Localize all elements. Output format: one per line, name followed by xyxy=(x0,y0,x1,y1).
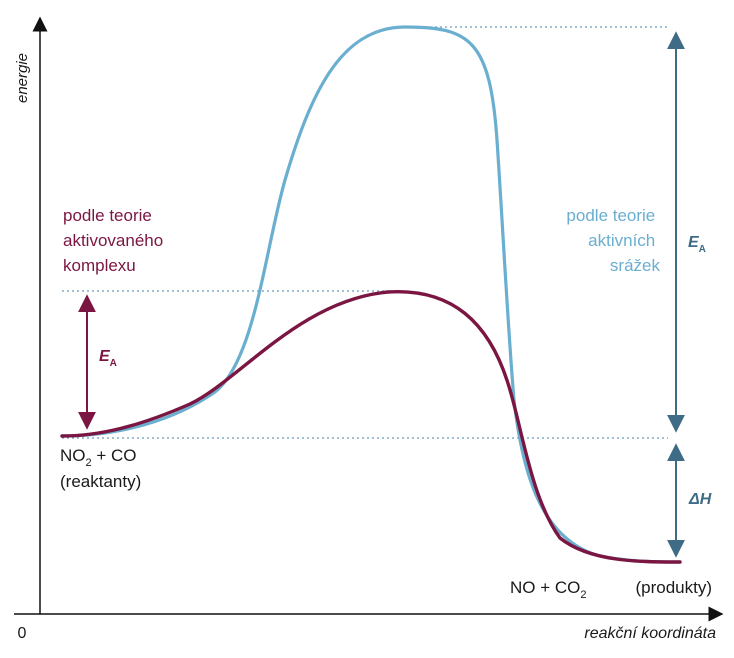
x-axis-label: reakční koordináta xyxy=(584,625,716,642)
reactants-note: (reaktanty) xyxy=(60,472,141,491)
dh-label: ΔH xyxy=(688,491,712,508)
products-note: (produkty) xyxy=(635,578,712,597)
origin-label: 0 xyxy=(18,625,27,642)
ea-label-collision: EA xyxy=(688,234,706,255)
label-collision-theory: podle teorie aktivních srážek xyxy=(566,206,660,275)
reactants-formula: NO2 + CO xyxy=(60,446,137,469)
y-axis-label: energie xyxy=(14,53,31,103)
ea-label-complex: EA xyxy=(99,348,117,369)
label-complex-theory: podle teorie aktivovaného komplexu xyxy=(63,206,168,275)
curve-activated-complex xyxy=(60,289,682,564)
products-formula: NO + CO2 xyxy=(510,578,587,601)
